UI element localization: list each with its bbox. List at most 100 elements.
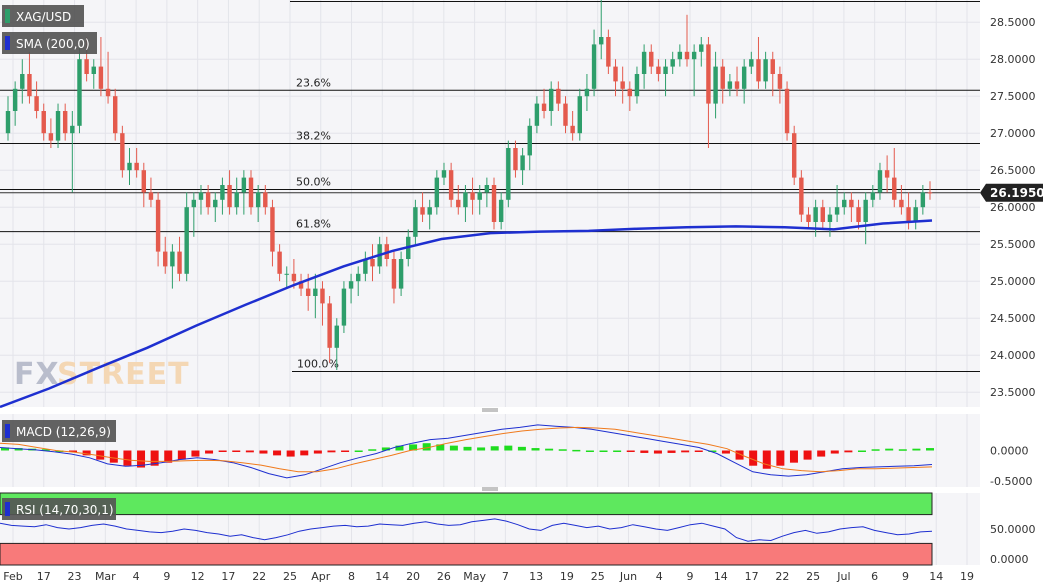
candle-up xyxy=(634,74,640,97)
rsi-legend[interactable]: RSI (14,70,30,1) xyxy=(2,498,116,520)
macd-hist-bar-neg xyxy=(109,450,118,463)
macd-hist-bar-neg xyxy=(721,450,730,454)
macd-hist-bar-neg xyxy=(137,450,146,468)
candle-up xyxy=(234,192,239,208)
candle-up xyxy=(713,66,718,104)
candle-up xyxy=(255,192,261,208)
candle-down xyxy=(227,185,232,208)
rsi-y-tick-label: 50.0000 xyxy=(990,523,1036,536)
macd-hist-bar-neg xyxy=(626,450,635,452)
candle-up xyxy=(284,273,289,275)
candle-down xyxy=(656,66,661,74)
candle-down xyxy=(620,81,625,89)
macd-hist-bar-pos xyxy=(898,449,907,451)
macd-legend[interactable]: MACD (12,26,9) xyxy=(2,420,116,442)
candle-up xyxy=(920,192,926,208)
candle-up xyxy=(763,59,768,82)
macd-hist-bar-pos xyxy=(517,446,526,451)
sma-legend[interactable]: SMA (200,0) xyxy=(2,32,97,54)
candle-down xyxy=(105,88,111,97)
symbol-legend[interactable]: XAG/USD xyxy=(2,5,84,27)
candle-up xyxy=(170,251,175,267)
candle-up xyxy=(641,51,647,74)
macd-hist-bar-neg xyxy=(749,450,758,466)
macd-hist-bar-neg xyxy=(218,450,227,452)
splitter-handle-macd[interactable] xyxy=(470,407,510,414)
candle-down xyxy=(892,177,897,200)
x-tick-label: May xyxy=(463,570,486,583)
x-tick-label: 12 xyxy=(191,570,205,583)
candle-up xyxy=(184,207,189,274)
candle-down xyxy=(448,170,454,200)
macd-hist-bar-pos xyxy=(463,446,472,451)
candle-up xyxy=(877,170,883,193)
macd-hist-bar-neg xyxy=(96,450,105,460)
rsi-label: RSI (14,70,30,1) xyxy=(16,503,114,517)
x-tick-label: 4 xyxy=(656,570,663,583)
x-tick-label: 7 xyxy=(502,570,509,583)
macd-hist-bar-neg xyxy=(232,450,241,452)
candle-down xyxy=(34,96,39,111)
candle-up xyxy=(870,192,876,200)
x-tick-label: 25 xyxy=(591,570,605,583)
candle-down xyxy=(684,51,690,60)
macd-hist-bar-pos xyxy=(585,450,594,452)
candle-down xyxy=(120,133,125,171)
macd-hist-bar-pos xyxy=(354,450,363,452)
macd-hist-bar-pos xyxy=(558,449,567,451)
macd-line xyxy=(0,424,933,479)
candle-up xyxy=(506,148,511,200)
macd-hist-bar-pos xyxy=(857,450,866,452)
candle-up xyxy=(20,74,25,89)
candle-down xyxy=(155,199,161,252)
candle-up xyxy=(691,51,697,60)
candle-down xyxy=(48,133,54,141)
candle-down xyxy=(806,214,811,222)
macd-hist-bar-neg xyxy=(735,450,744,460)
x-tick-label: 26 xyxy=(437,570,451,583)
candle-down xyxy=(62,111,68,134)
symbol-label: XAG/USD xyxy=(16,10,71,24)
x-tick-label: 22 xyxy=(775,570,789,583)
macd-hist-bar-neg xyxy=(789,450,798,463)
y-axis: 28.5000 28.0000 27.5000 27.0000 26.5000 26.00… xyxy=(990,16,1036,566)
macd-hist-bar-neg xyxy=(776,450,785,466)
macd-hist-bar-pos xyxy=(1,447,9,451)
candle-down xyxy=(291,273,297,282)
candle-up xyxy=(663,66,668,74)
candle-up xyxy=(534,103,540,126)
candle-down xyxy=(570,125,575,134)
macd-hist-bar-pos xyxy=(368,449,377,451)
rsi-overbought-zone xyxy=(0,492,933,516)
candle-up xyxy=(70,125,75,134)
candle-down xyxy=(649,51,654,67)
x-tick-label: 17 xyxy=(745,570,759,583)
candle-down xyxy=(305,288,311,296)
fib-label: 38.2% xyxy=(296,130,331,143)
x-tick-label: 9 xyxy=(163,570,170,583)
macd-hist-bar-neg xyxy=(150,450,159,466)
candle-down xyxy=(391,259,397,289)
macd-color-swatch xyxy=(5,424,10,438)
candle-down xyxy=(370,259,375,267)
candle-up xyxy=(55,111,61,141)
candle-down xyxy=(491,185,497,222)
candle-up xyxy=(484,185,490,193)
macd-hist-bar-neg xyxy=(191,450,200,457)
candle-up xyxy=(220,185,225,200)
splitter-handle-rsi[interactable] xyxy=(470,487,510,493)
sma-label: SMA (200,0) xyxy=(16,37,90,51)
candle-up xyxy=(463,192,468,208)
macd-hist-bar-neg xyxy=(273,450,282,456)
candle-up xyxy=(427,207,432,215)
candle-up xyxy=(341,288,347,326)
x-tick-label: 9 xyxy=(902,570,909,583)
signal-line xyxy=(0,426,933,473)
candle-down xyxy=(112,96,118,134)
macd-y-tick-label: 0.0000 xyxy=(990,445,1029,458)
candle-up xyxy=(813,207,818,222)
candle-down xyxy=(177,251,182,274)
candle-up xyxy=(213,199,218,208)
macd-hist-bar-pos xyxy=(504,445,513,451)
macd-hist-bar-pos xyxy=(572,449,581,452)
